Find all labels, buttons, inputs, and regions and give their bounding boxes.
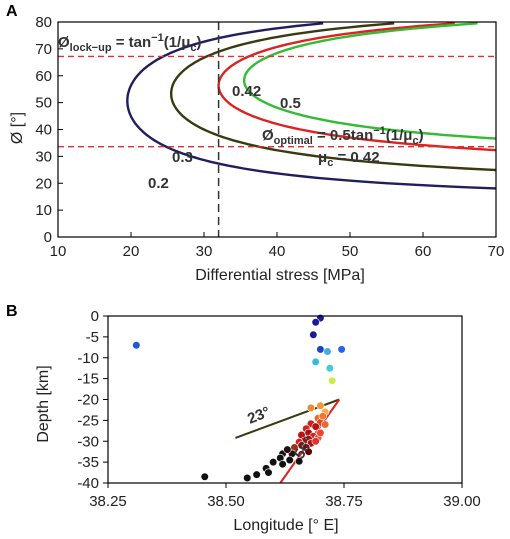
curve-label-0.5: 0.5 — [280, 95, 301, 112]
lockup-equation: Ølock−up = tan−1(1/μc) — [58, 32, 202, 54]
hypocenter-point — [323, 347, 332, 356]
b-ytick-label-0: 0 — [91, 308, 99, 325]
b-ytick-label--20: -20 — [77, 392, 99, 409]
panel-b-ticks: 38.25 38.50 38.75 39.00 0 -5 -10 -15 -20 -25 -30 -3… — [77, 308, 480, 510]
reference-lines — [58, 22, 496, 237]
panel-b-plot: 38.25 38.50 38.75 39.00 0 -5 -10 -15 -20 -25 -30 -3… — [35, 308, 481, 534]
panel-a-label: A — [6, 3, 18, 20]
ytick-label-50: 50 — [35, 95, 52, 112]
optimal-equation: Øoptimal = 0.5tan−1(1/μc) — [262, 125, 424, 147]
curve-label-0.42: 0.42 — [232, 83, 261, 100]
hypocenter-point — [264, 468, 273, 477]
hypocenter-point — [278, 460, 287, 469]
b-xtick-label-39.00: 39.00 — [443, 493, 481, 510]
mu-value: μc = 0.42 — [318, 149, 380, 169]
curve-mu-0.3 — [170, 22, 496, 172]
xtick-label-50: 50 — [342, 243, 359, 260]
ytick-label-10: 10 — [35, 202, 52, 219]
ytick-label-80: 80 — [35, 14, 52, 31]
b-xtick-label-38.25: 38.25 — [89, 493, 127, 510]
ytick-label-60: 60 — [35, 68, 52, 85]
curve-mu-0.2 — [126, 22, 496, 190]
friction-curves — [126, 22, 496, 190]
hypocenter-point — [316, 345, 325, 354]
ytick-label-20: 20 — [35, 175, 52, 192]
b-ytick-label--5: -5 — [86, 329, 99, 346]
b-xtick-label-38.50: 38.50 — [207, 493, 245, 510]
curve-label-0.3: 0.3 — [172, 149, 193, 166]
hypocenters — [132, 313, 346, 483]
ytick-label-40: 40 — [35, 122, 52, 139]
hypocenter-point — [325, 364, 334, 373]
b-ytick-label--15: -15 — [77, 371, 99, 388]
curve-mu-0.42 — [217, 22, 496, 152]
b-xtick-label-38.75: 38.75 — [325, 493, 363, 510]
ytick-label-70: 70 — [35, 41, 52, 58]
hypocenter-point — [328, 376, 337, 385]
xtick-label-40: 40 — [269, 243, 286, 260]
xtick-label-30: 30 — [196, 243, 213, 260]
hypocenter-point — [311, 437, 320, 446]
panel-a-xlabel: Differential stress [MPa] — [195, 267, 365, 284]
hypocenter-point — [304, 447, 313, 456]
xtick-label-10: 10 — [50, 243, 67, 260]
curve-mu-0.5 — [243, 22, 496, 140]
b-ytick-label--30: -30 — [77, 433, 99, 450]
hypocenter-point — [132, 341, 141, 350]
hypocenter-point — [311, 422, 320, 431]
hypocenter-point — [283, 445, 292, 454]
hypocenter-point — [311, 357, 320, 367]
xtick-label-20: 20 — [123, 243, 140, 260]
b-ytick-label--35: -35 — [77, 454, 99, 471]
hypocenter-point — [309, 330, 318, 339]
hypocenter-point — [243, 473, 252, 483]
b-ytick-label--40: -40 — [77, 475, 99, 492]
ytick-label-0: 0 — [44, 229, 52, 246]
b-ytick-label--10: -10 — [77, 350, 99, 367]
panel-b-frame — [107, 315, 463, 484]
hypocenter-point — [316, 428, 325, 438]
panel-a-ylabel: Ø [°] — [9, 112, 26, 144]
curve-label-0.2: 0.2 — [148, 175, 169, 192]
panel-b-label: B — [6, 303, 18, 320]
hypocenter-point — [252, 470, 261, 479]
panel-b-xlabel: Longitude [° E] — [233, 517, 338, 534]
hypocenter-point — [316, 401, 325, 410]
angle-23-label: 23° — [245, 403, 272, 427]
hypocenter-point — [200, 472, 209, 481]
ytick-label-30: 30 — [35, 148, 52, 165]
hypocenter-point — [318, 412, 327, 421]
hypocenter-point — [306, 403, 316, 412]
hypocenter-point — [311, 318, 320, 327]
b-ytick-label--25: -25 — [77, 412, 99, 429]
xtick-label-70: 70 — [488, 243, 505, 260]
hypocenter-point — [285, 455, 294, 465]
hypocenter-point — [269, 458, 278, 467]
hypocenter-point — [295, 457, 304, 466]
xtick-label-60: 60 — [415, 243, 432, 260]
hypocenter-point — [337, 345, 346, 354]
panel-b-ylabel: Depth [km] — [35, 365, 52, 442]
hypocenter-point — [321, 420, 330, 429]
